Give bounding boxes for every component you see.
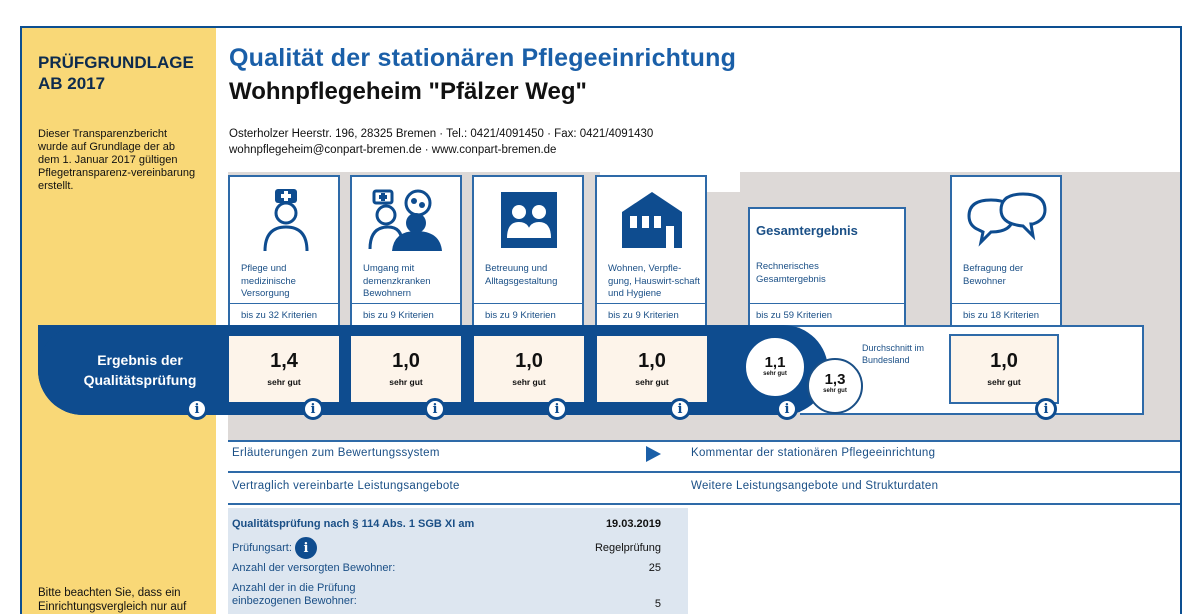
included-value: 5 bbox=[654, 598, 661, 610]
play-arrow-icon[interactable] bbox=[646, 446, 661, 462]
info-icon[interactable]: i bbox=[1035, 398, 1057, 420]
info-icon[interactable]: i bbox=[186, 398, 208, 420]
inspection-box: Qualitätsprüfung nach § 114 Abs. 1 SGB X… bbox=[228, 508, 688, 614]
score-befragung: 1,0 sehr gut bbox=[949, 334, 1059, 404]
info-icon[interactable]: i bbox=[669, 398, 691, 420]
card-gesamtergebnis[interactable]: Gesamtergebnis Rechnerisches Gesamtergeb… bbox=[748, 207, 906, 327]
facility-name: Wohnpflegeheim "Pfälzer Weg" bbox=[229, 78, 587, 105]
services-link[interactable]: Vertraglich vereinbarte Leistungsangebot… bbox=[232, 480, 460, 492]
band-label: Ergebnis der Qualitätsprüfung bbox=[83, 352, 197, 388]
page-title: Qualität der stationären Pflegeeinrichtu… bbox=[229, 44, 737, 72]
info-icon[interactable]: i bbox=[424, 398, 446, 420]
card-wohnen[interactable]: Wohnen, Verpfle-gung, Hauswirt-schaft un… bbox=[595, 175, 707, 327]
score-pflege: 1,4 sehr gut bbox=[229, 336, 339, 402]
rating-system-link[interactable]: Erläuterungen zum Bewertungssystem bbox=[232, 447, 440, 459]
score-wohnen: 1,0 sehr gut bbox=[597, 336, 707, 402]
included-label: Anzahl der in die Prüfung einbezogenen B… bbox=[232, 582, 357, 607]
residents-label: Anzahl der versorgten Bewohner: bbox=[232, 562, 396, 574]
card-betreuung[interactable]: Betreuung und Alltagsgestaltung bis zu 9… bbox=[472, 175, 584, 327]
sidebar-title: PRÜFGRUNDLAGE AB 2017 bbox=[38, 53, 194, 93]
inspection-type-value: Regelprüfung bbox=[594, 542, 661, 554]
sidebar-note: Bitte beachten Sie, dass ein Einrichtung… bbox=[38, 587, 187, 613]
inspection-heading: Qualitätsprüfung nach § 114 Abs. 1 SGB X… bbox=[232, 518, 475, 530]
residents-value: 25 bbox=[648, 562, 661, 574]
info-icon[interactable]: i bbox=[776, 398, 798, 420]
score-demenz: 1,0 sehr gut bbox=[351, 336, 461, 402]
speech-bubbles-icon bbox=[962, 181, 1052, 259]
overall-score: 1,1 sehr gut bbox=[746, 338, 804, 396]
info-icon[interactable]: i bbox=[302, 398, 324, 420]
state-average-score: 1,3 sehr gut bbox=[807, 358, 863, 414]
dementia-icon bbox=[362, 181, 452, 259]
report-frame bbox=[20, 26, 1182, 614]
card-demenz[interactable]: Umgang mit demenzkranken Bewohnern bis z… bbox=[350, 175, 462, 327]
inspection-date: 19.03.2019 bbox=[605, 518, 661, 530]
house-icon bbox=[607, 181, 697, 259]
more-services-link[interactable]: Weitere Leistungsangebote und Strukturda… bbox=[691, 480, 939, 492]
score-betreuung: 1,0 sehr gut bbox=[474, 336, 584, 402]
nurse-icon bbox=[240, 181, 330, 259]
sidebar-text: Dieser Transparenzbericht wurde auf Grun… bbox=[38, 128, 196, 192]
inspection-type: Prüfungsart: i bbox=[232, 537, 317, 559]
info-icon[interactable]: i bbox=[546, 398, 568, 420]
info-icon[interactable]: i bbox=[294, 537, 317, 559]
comment-link[interactable]: Kommentar der stationären Pflegeeinricht… bbox=[691, 447, 936, 459]
sidebar: PRÜFGRUNDLAGE AB 2017 Dieser Transparenz… bbox=[22, 28, 216, 614]
state-average-label: Durchschnitt im Bundesland bbox=[862, 343, 925, 365]
card-pflege[interactable]: Pflege und medizinische Versorgung bis z… bbox=[228, 175, 340, 327]
facility-address: Osterholzer Heerstr. 196, 28325 Bremen ·… bbox=[229, 128, 654, 156]
card-befragung[interactable]: Befragung der Bewohner bis zu 18 Kriteri… bbox=[950, 175, 1062, 327]
people-icon bbox=[484, 181, 574, 259]
